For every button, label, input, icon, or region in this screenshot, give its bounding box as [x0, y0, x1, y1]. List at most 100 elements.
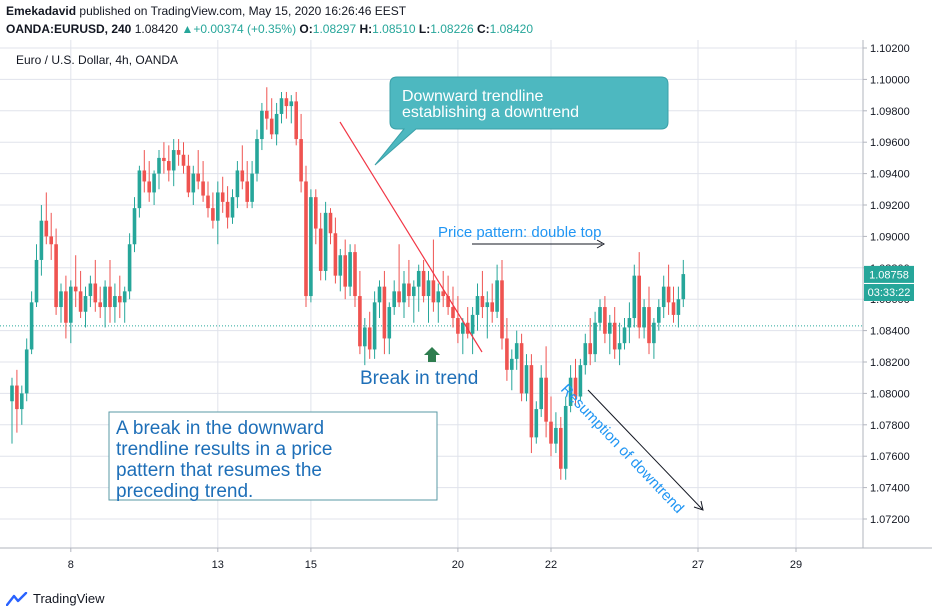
candle-body — [323, 212, 328, 271]
candle — [681, 259, 686, 308]
candle — [98, 286, 102, 319]
candle-body — [235, 170, 240, 198]
candle-body — [113, 296, 117, 308]
candle-body — [147, 181, 151, 193]
candle-body — [367, 327, 372, 350]
time-tick-label: 15 — [305, 559, 317, 571]
resumption-arrow-line — [587, 389, 703, 510]
candle-body — [294, 101, 298, 140]
candle-body — [495, 280, 499, 312]
candle-body — [554, 427, 558, 444]
candle-body — [612, 322, 617, 350]
candle-body — [446, 296, 450, 308]
candle-body — [485, 302, 490, 308]
candle-body — [265, 110, 269, 119]
candle — [108, 259, 112, 323]
publisher-name[interactable]: Emekadavid — [6, 4, 77, 18]
candle — [20, 385, 24, 425]
candle-body — [514, 343, 519, 359]
candle-body — [397, 291, 401, 303]
candle-body — [118, 296, 122, 303]
candle-body — [642, 307, 646, 328]
candle — [407, 259, 411, 308]
candle — [73, 255, 78, 308]
candle — [436, 283, 441, 323]
candle — [230, 189, 235, 224]
candle — [358, 270, 362, 355]
candle-body — [377, 286, 382, 303]
candle-body — [64, 291, 68, 323]
candle — [44, 192, 49, 245]
candle-body — [122, 291, 127, 303]
time-tick-label: 29 — [790, 559, 802, 571]
candle — [421, 259, 426, 303]
candle — [157, 150, 161, 190]
candle — [367, 311, 372, 359]
candle-body — [142, 170, 147, 182]
candle — [539, 365, 543, 417]
candle — [475, 283, 480, 331]
candle-body — [98, 302, 102, 308]
price-chart[interactable]: Euro / U.S. Dollar, 4h, OANDA Downward t… — [0, 40, 932, 584]
current-price-tag — [864, 265, 914, 283]
candle-body — [220, 192, 225, 202]
tradingview-logo[interactable]: TradingView — [6, 591, 105, 606]
candle — [162, 142, 166, 174]
candle — [240, 145, 245, 190]
candle — [578, 358, 583, 402]
candle-body — [583, 343, 588, 366]
candle-body — [573, 377, 578, 397]
candle-body — [304, 181, 308, 297]
candle — [568, 365, 573, 413]
price-tick-label: 1.10000 — [870, 74, 910, 86]
candle-body — [382, 286, 387, 339]
time-axis[interactable]: 8 13 15 20 22 27 29 — [68, 548, 802, 571]
candle — [132, 197, 137, 253]
candle-body — [490, 302, 494, 312]
candle-body — [260, 110, 264, 140]
open-label: O: — [299, 22, 313, 36]
price-tick-label: 1.09200 — [870, 200, 910, 212]
symbol-name[interactable]: OANDA:EURUSD, 240 — [6, 22, 132, 36]
candle — [500, 259, 504, 350]
candle — [245, 161, 249, 209]
candle — [657, 299, 661, 331]
candle-body — [461, 322, 465, 334]
candle-body — [284, 98, 289, 107]
note-line-2: trendline results in a price — [116, 439, 333, 460]
candle — [426, 270, 431, 323]
candle-body — [510, 358, 514, 370]
candle-body — [627, 318, 632, 328]
high-label: H: — [359, 22, 373, 36]
explanation-note-box — [108, 411, 438, 501]
candle-body — [676, 299, 681, 315]
candle — [196, 150, 200, 190]
candle — [343, 239, 347, 300]
close-label: C: — [476, 22, 490, 36]
price-tick-label: 1.07400 — [870, 483, 910, 495]
candle — [451, 286, 455, 328]
candle — [637, 252, 641, 339]
candle — [642, 299, 646, 339]
downward-trendline[interactable] — [339, 121, 483, 353]
candle-body — [524, 365, 529, 394]
candle-body — [343, 255, 347, 287]
candle — [661, 275, 666, 319]
candle — [167, 145, 171, 182]
candle-body — [274, 113, 279, 135]
candle-body — [10, 385, 14, 402]
candle-body — [544, 377, 548, 422]
candle — [617, 322, 622, 366]
time-tick-label: 22 — [545, 559, 557, 571]
candle — [289, 95, 294, 124]
candle-body — [88, 283, 93, 297]
candle-body — [191, 173, 196, 193]
candle — [456, 296, 460, 344]
candle-body — [451, 307, 455, 319]
candle-body — [186, 165, 191, 193]
candle-body — [666, 286, 671, 303]
candle-body — [73, 286, 78, 292]
candle — [235, 161, 240, 209]
candle-body — [559, 427, 563, 469]
candle-body — [29, 302, 34, 350]
